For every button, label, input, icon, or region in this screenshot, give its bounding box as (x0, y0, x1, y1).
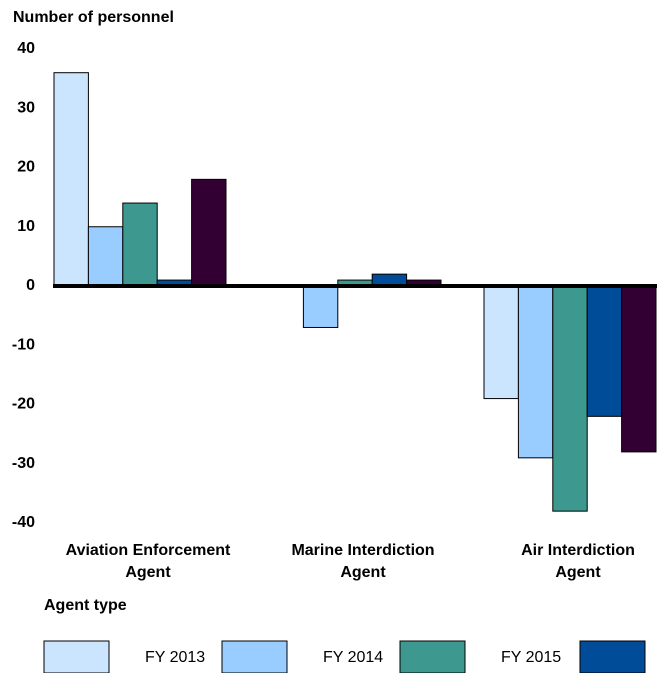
bar (87, 226, 124, 287)
y-tick-label: -20 (12, 396, 35, 413)
x-axis-label: Agent type (44, 597, 127, 614)
legend-label: FY 2013 (145, 649, 205, 666)
legend-swatch (221, 640, 288, 673)
legend-swatch (579, 640, 646, 673)
x-tick-label: Marine Interdiction Agent (291, 542, 435, 581)
bar (191, 178, 227, 287)
y-tick-label: 30 (17, 99, 35, 116)
bar (53, 72, 89, 287)
y-tick-label: 20 (17, 159, 35, 176)
y-tick-label: 10 (17, 218, 35, 235)
bar (122, 202, 158, 287)
bar (517, 285, 554, 459)
bar (483, 285, 519, 400)
legend-label: FY 2014 (323, 649, 383, 666)
y-tick-label: -40 (12, 514, 35, 531)
y-tick-label: 0 (26, 277, 35, 294)
legend-swatch (43, 640, 110, 673)
x-tick-label: Aviation Enforcement Agent (65, 542, 231, 581)
legend-label: FY 2015 (501, 649, 561, 666)
bar (552, 285, 588, 512)
bar (621, 285, 657, 453)
x-tick-label: Air Interdiction Agent (521, 542, 635, 581)
bar (302, 285, 339, 328)
bar (586, 285, 623, 417)
y-tick-label: -30 (12, 455, 35, 472)
y-tick-label: 40 (17, 40, 35, 57)
chart-title: Number of personnel (13, 9, 174, 26)
y-tick-label: -10 (12, 336, 35, 353)
legend-swatch (399, 640, 466, 673)
